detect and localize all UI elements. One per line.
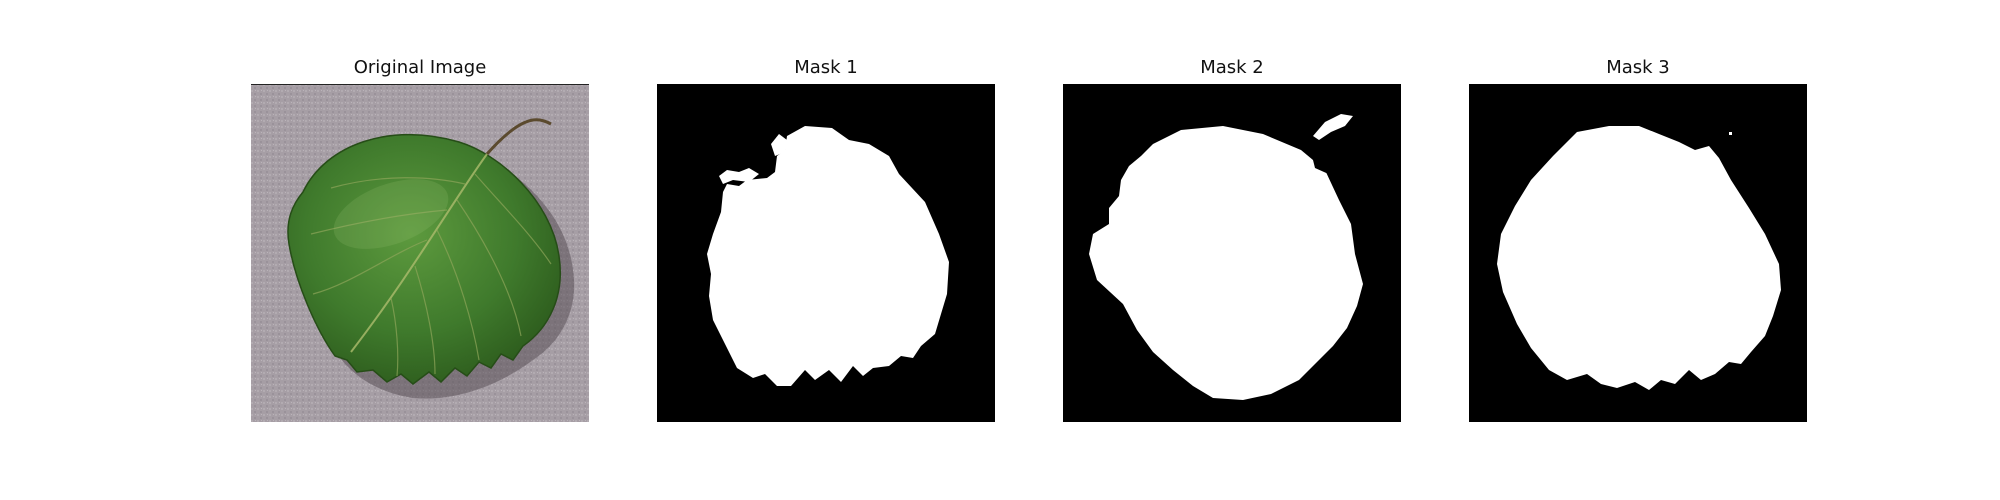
mask-3-image	[1469, 84, 1807, 422]
leaf-mask-icon	[657, 84, 995, 422]
leaf-mask-icon	[1469, 84, 1807, 422]
leaf-photo-icon	[251, 84, 589, 422]
original-leaf-photo	[251, 84, 589, 422]
mask-2-image	[1063, 84, 1401, 422]
panel-title: Mask 1	[794, 57, 858, 78]
panel-title: Original Image	[353, 57, 487, 78]
panel-title: Mask 2	[1200, 57, 1264, 78]
leaf-mask-icon	[1063, 84, 1401, 422]
panel-title: Mask 3	[1606, 57, 1670, 78]
mask-1-image	[657, 84, 995, 422]
